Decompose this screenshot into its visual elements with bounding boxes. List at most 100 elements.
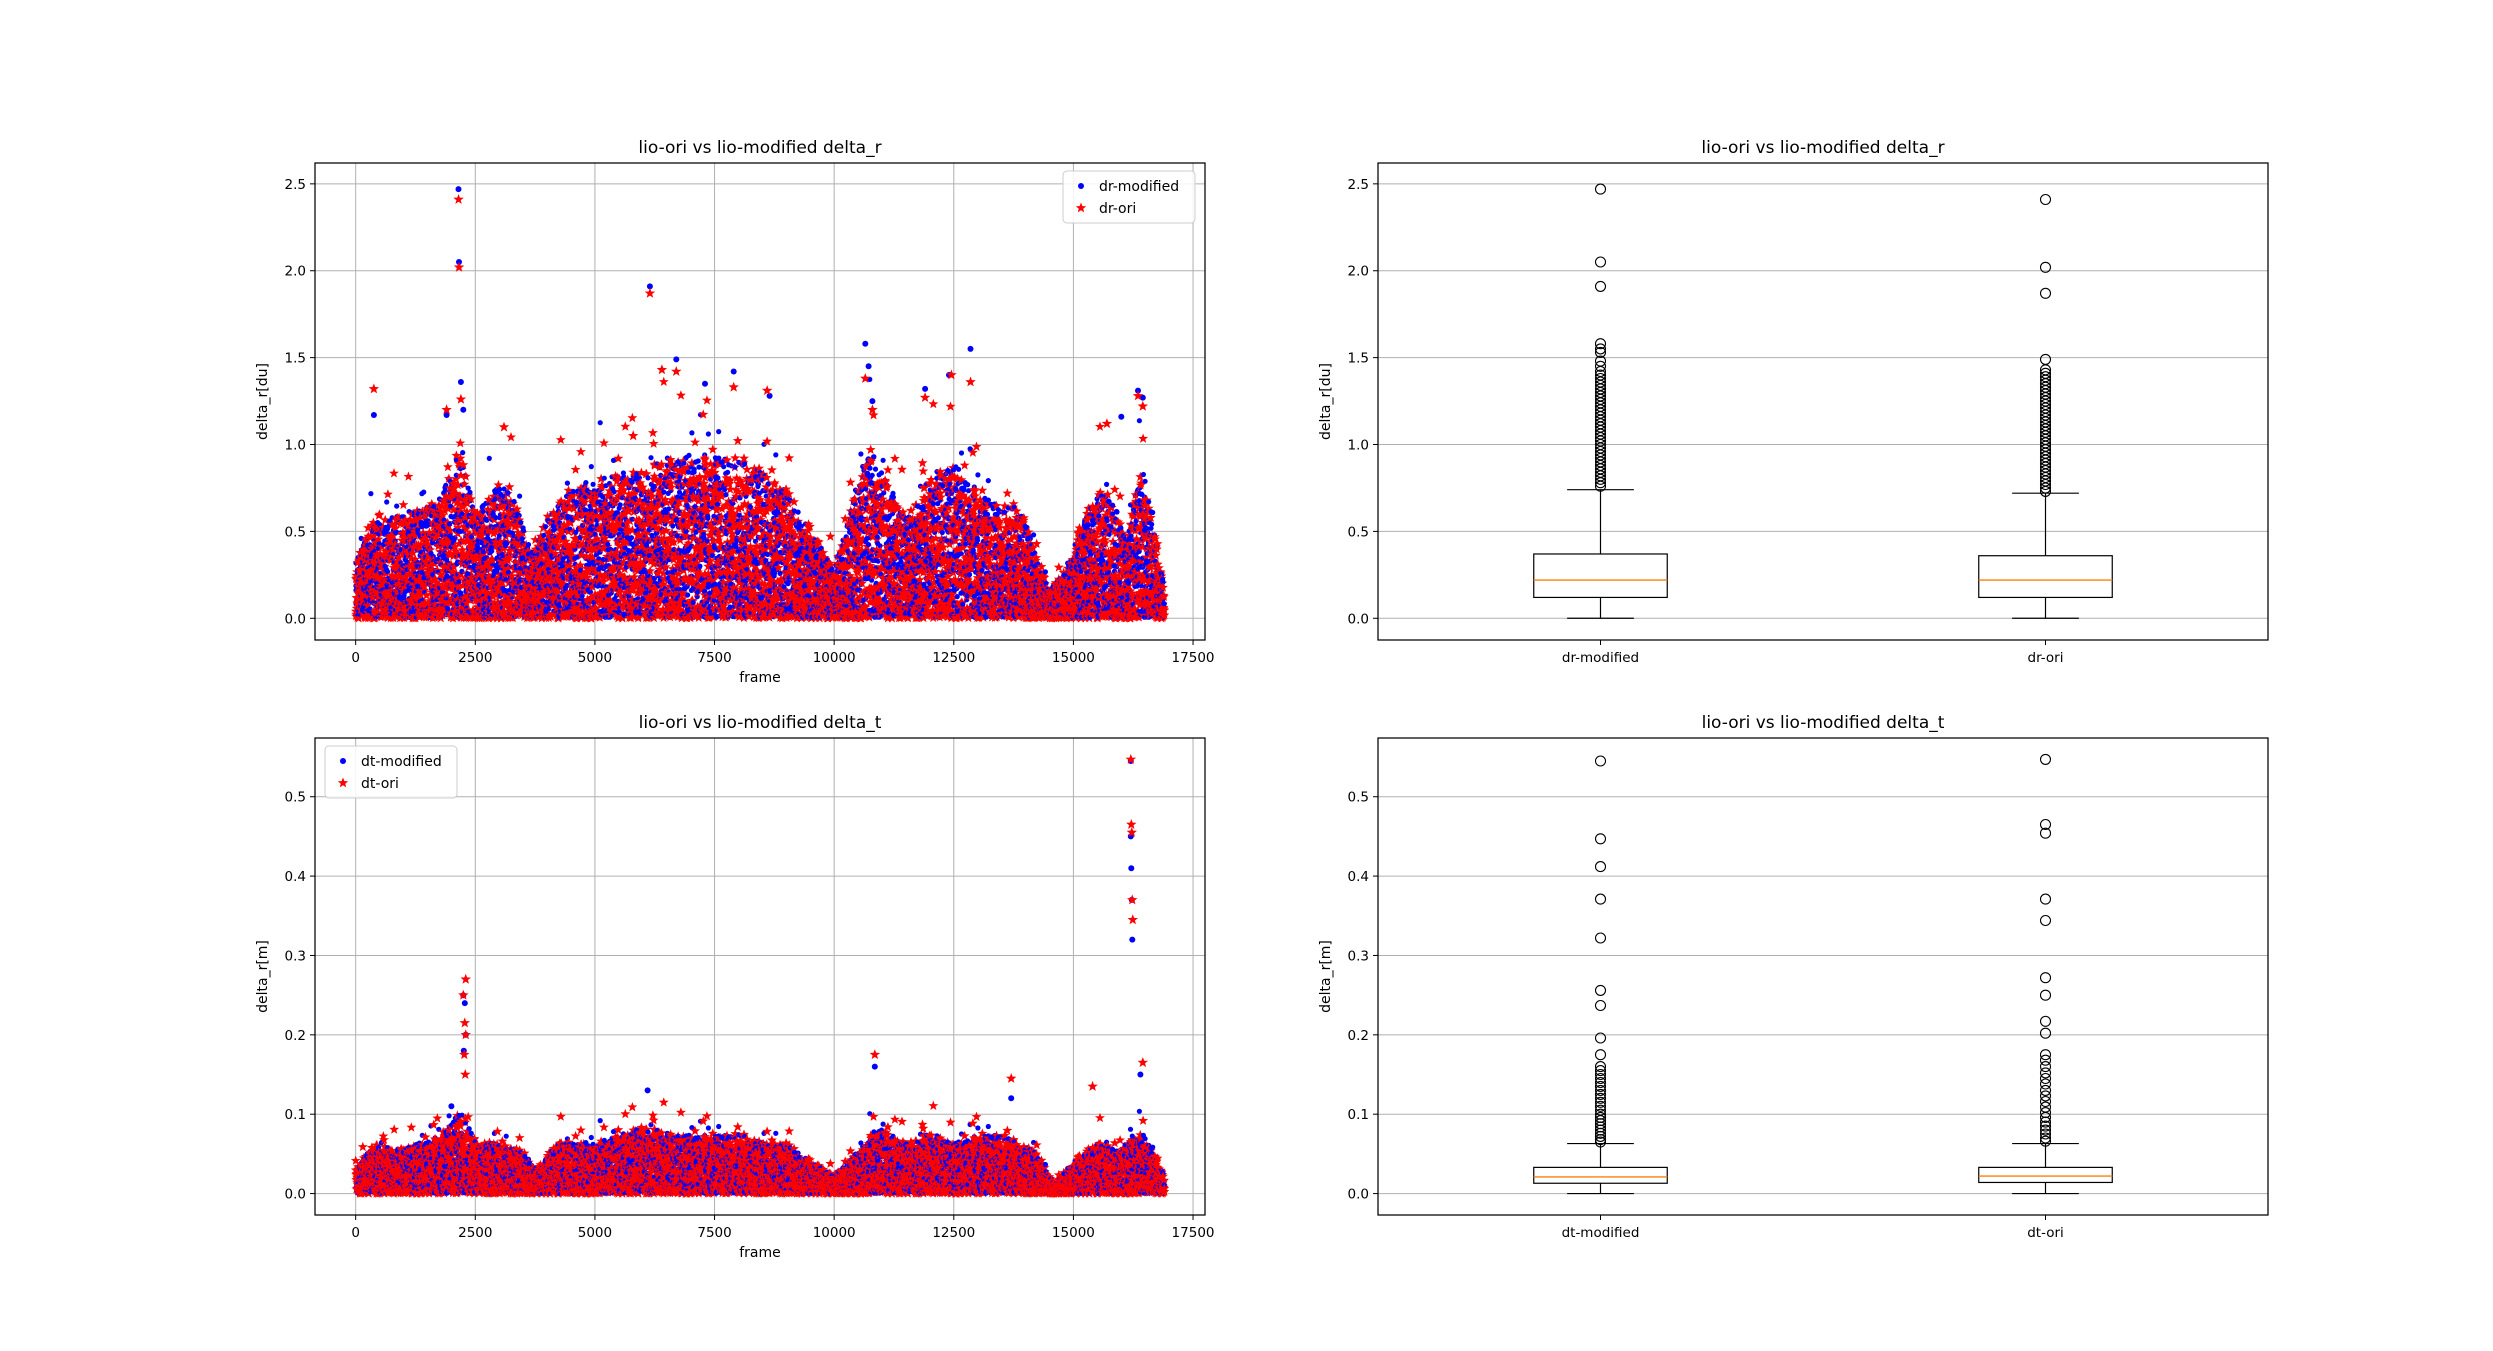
point-modified bbox=[467, 489, 473, 495]
x-tick-label: 15000 bbox=[1052, 650, 1095, 666]
point-ori bbox=[410, 554, 421, 564]
point-modified bbox=[564, 480, 571, 486]
point-ori bbox=[425, 553, 436, 563]
point-modified bbox=[588, 464, 594, 470]
point-ori bbox=[357, 553, 368, 563]
point-ori bbox=[402, 577, 413, 587]
x-tick-label: 10000 bbox=[813, 650, 856, 666]
point-modified bbox=[690, 600, 696, 606]
point-ori bbox=[383, 538, 394, 548]
point-ori bbox=[435, 569, 446, 579]
point-ori bbox=[363, 546, 374, 556]
point-ori bbox=[421, 503, 432, 514]
point-ori bbox=[391, 572, 402, 582]
point-ori bbox=[506, 432, 516, 442]
point-ori bbox=[398, 499, 409, 510]
point-modified bbox=[384, 569, 391, 575]
point-ori bbox=[387, 536, 398, 547]
x-axis-label: frame bbox=[739, 670, 781, 686]
point-modified bbox=[597, 420, 603, 426]
point-ori bbox=[402, 517, 413, 527]
point-ori bbox=[442, 533, 453, 543]
point-ori bbox=[437, 510, 448, 520]
point-ori bbox=[388, 530, 398, 541]
point-ori bbox=[400, 582, 411, 592]
point-ori bbox=[359, 590, 369, 600]
point-ori bbox=[438, 539, 449, 550]
point-modified bbox=[394, 503, 400, 509]
point-ori bbox=[658, 376, 669, 386]
point-ori bbox=[427, 564, 438, 575]
point-modified bbox=[689, 430, 695, 436]
point-ori bbox=[423, 549, 434, 560]
point-modified bbox=[628, 535, 635, 541]
point-ori bbox=[690, 437, 700, 447]
point-ori bbox=[401, 527, 411, 537]
point-ori bbox=[380, 514, 391, 525]
point-ori bbox=[404, 568, 415, 579]
point-modified bbox=[685, 592, 691, 598]
point-ori bbox=[392, 556, 403, 566]
point-modified bbox=[446, 521, 453, 527]
point-ori bbox=[422, 535, 433, 545]
point-ori bbox=[362, 600, 373, 610]
point-ori bbox=[620, 421, 631, 431]
point-ori bbox=[358, 547, 369, 557]
point-ori bbox=[388, 612, 399, 623]
point-modified bbox=[394, 529, 400, 535]
point-ori bbox=[414, 513, 425, 523]
point-ori bbox=[443, 521, 453, 531]
point-ori bbox=[408, 588, 419, 599]
chart-title: lio-ori vs lio-modified delta_r bbox=[638, 138, 881, 158]
point-ori bbox=[424, 527, 435, 537]
point-ori bbox=[368, 517, 379, 527]
point-ori bbox=[365, 531, 376, 542]
point-modified bbox=[525, 542, 532, 548]
point-ori bbox=[361, 551, 372, 561]
point-modified bbox=[683, 528, 689, 535]
point-ori bbox=[438, 545, 449, 555]
point-ori bbox=[432, 523, 443, 533]
point-ori bbox=[377, 558, 388, 568]
point-modified bbox=[431, 503, 437, 509]
point-ori bbox=[416, 564, 427, 575]
point-modified bbox=[590, 481, 596, 487]
y-tick-label: 2.0 bbox=[285, 264, 306, 280]
point-modified bbox=[368, 491, 374, 497]
point-modified bbox=[497, 486, 503, 492]
point-modified bbox=[421, 489, 427, 495]
point-ori bbox=[414, 585, 424, 595]
point-modified bbox=[480, 549, 486, 555]
point-ori bbox=[431, 577, 442, 587]
point-modified bbox=[681, 460, 687, 466]
point-ori bbox=[460, 471, 471, 481]
x-tick-label: 2500 bbox=[458, 650, 492, 666]
point-ori bbox=[400, 514, 411, 525]
point-ori bbox=[356, 564, 367, 574]
point-ori bbox=[370, 564, 381, 574]
point-modified bbox=[505, 490, 511, 496]
y-tick-label: 0.5 bbox=[285, 524, 306, 540]
data-points bbox=[350, 186, 1170, 623]
point-ori bbox=[389, 468, 399, 478]
point-modified bbox=[406, 509, 412, 515]
scatter-delta-r-panel: lio-ori vs lio-modified delta_r0.00.51.0… bbox=[255, 138, 1215, 686]
point-modified bbox=[605, 541, 611, 547]
point-ori bbox=[440, 561, 450, 571]
point-modified bbox=[661, 489, 667, 495]
point-ori bbox=[400, 571, 411, 581]
point-ori bbox=[430, 573, 440, 584]
point-ori bbox=[408, 542, 419, 552]
point-ori bbox=[648, 438, 659, 448]
point-ori bbox=[398, 528, 409, 538]
point-modified bbox=[686, 452, 692, 458]
point-ori bbox=[421, 590, 432, 600]
y-tick-label: 0.0 bbox=[285, 611, 306, 627]
point-modified bbox=[460, 450, 466, 456]
point-modified bbox=[695, 458, 701, 464]
point-ori bbox=[399, 536, 410, 546]
point-ori bbox=[427, 581, 438, 591]
point-ori bbox=[394, 552, 404, 562]
point-ori bbox=[426, 498, 437, 509]
point-modified bbox=[611, 489, 617, 495]
